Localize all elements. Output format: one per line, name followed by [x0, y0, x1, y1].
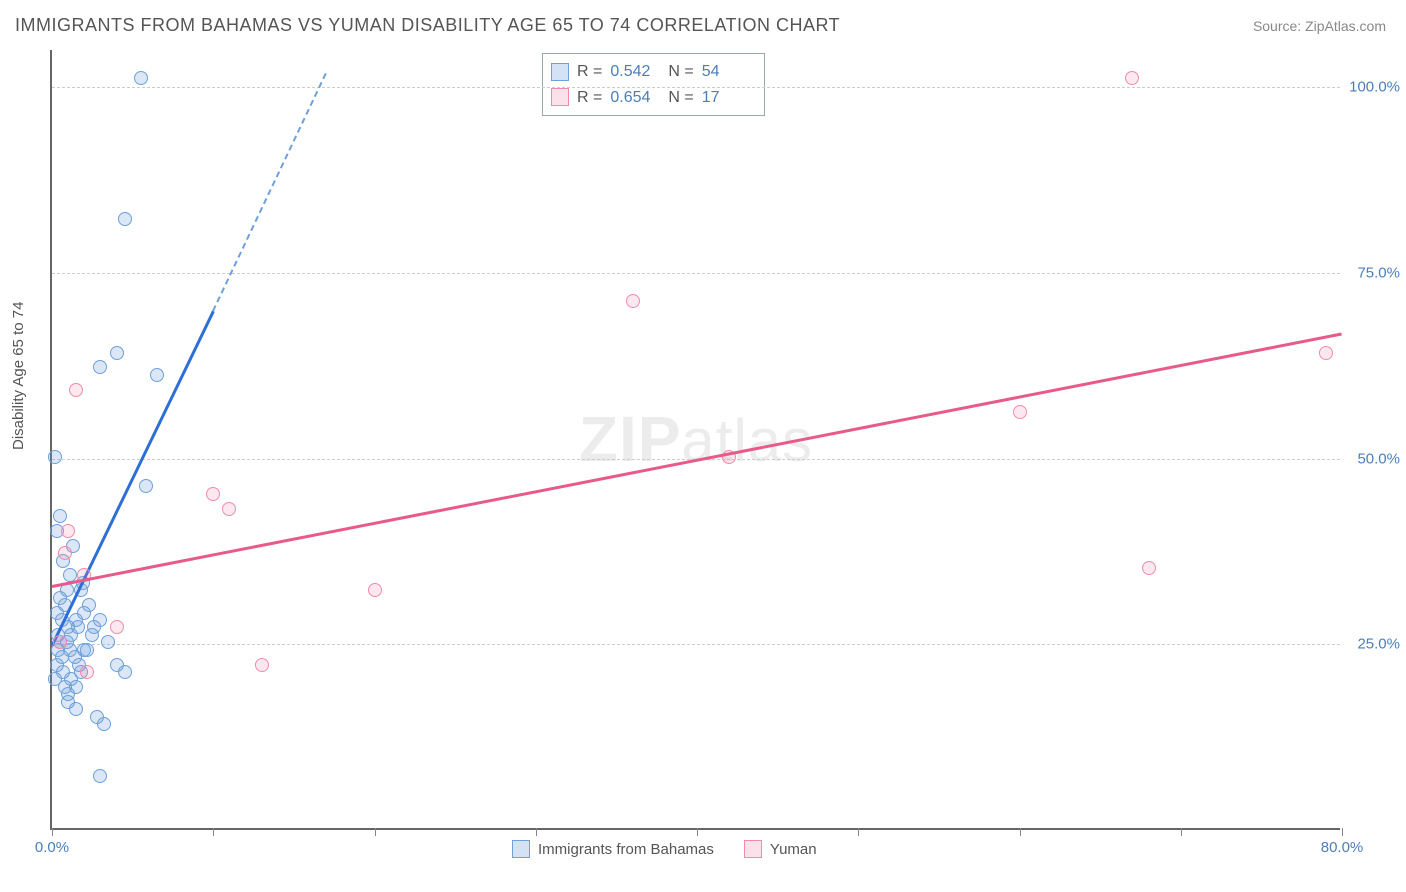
data-point — [101, 635, 115, 649]
data-point — [61, 695, 75, 709]
bottom-legend: Immigrants from Bahamas Yuman — [512, 840, 817, 858]
y-tick-label: 50.0% — [1357, 450, 1400, 467]
x-tick — [1020, 828, 1021, 836]
data-point — [87, 620, 101, 634]
trendline — [52, 332, 1342, 587]
y-tick-label: 25.0% — [1357, 636, 1400, 653]
y-tick-label: 75.0% — [1357, 264, 1400, 281]
x-tick — [375, 828, 376, 836]
legend-item-yuman: Yuman — [744, 840, 817, 858]
x-tick — [1181, 828, 1182, 836]
swatch-blue-icon — [512, 840, 530, 858]
data-point — [93, 769, 107, 783]
data-point — [255, 658, 269, 672]
gridline — [52, 273, 1340, 274]
gridline — [52, 644, 1340, 645]
legend-item-bahamas: Immigrants from Bahamas — [512, 840, 714, 858]
data-point — [118, 665, 132, 679]
data-point — [206, 487, 220, 501]
data-point — [56, 665, 70, 679]
data-point — [134, 71, 148, 85]
chart-title: IMMIGRANTS FROM BAHAMAS VS YUMAN DISABIL… — [15, 15, 840, 36]
data-point — [58, 546, 72, 560]
gridline — [52, 87, 1340, 88]
data-point — [222, 502, 236, 516]
swatch-blue-icon — [551, 63, 569, 81]
data-point — [77, 643, 91, 657]
data-point — [61, 524, 75, 538]
x-tick-label: 80.0% — [1321, 839, 1364, 856]
data-point — [93, 360, 107, 374]
x-tick — [1342, 828, 1343, 836]
data-point — [118, 212, 132, 226]
plot-area: ZIPatlas R = 0.542 N = 54 R = 0.654 N = … — [50, 50, 1340, 830]
data-point — [48, 450, 62, 464]
y-axis-label: Disability Age 65 to 74 — [10, 302, 27, 450]
data-point — [139, 479, 153, 493]
trendline — [51, 311, 214, 646]
x-tick — [858, 828, 859, 836]
data-point — [82, 598, 96, 612]
data-point — [97, 717, 111, 731]
data-point — [53, 591, 67, 605]
data-point — [50, 606, 64, 620]
x-tick — [697, 828, 698, 836]
chart-container: IMMIGRANTS FROM BAHAMAS VS YUMAN DISABIL… — [0, 0, 1406, 892]
x-tick — [536, 828, 537, 836]
swatch-pink-icon — [551, 88, 569, 106]
stats-row-1: R = 0.542 N = 54 — [551, 59, 752, 85]
data-point — [69, 383, 83, 397]
data-point — [1013, 405, 1027, 419]
watermark: ZIPatlas — [579, 402, 813, 476]
stats-legend-box: R = 0.542 N = 54 R = 0.654 N = 17 — [542, 53, 765, 116]
trendline — [212, 73, 327, 312]
source-attribution: Source: ZipAtlas.com — [1253, 18, 1386, 34]
data-point — [150, 368, 164, 382]
data-point — [1319, 346, 1333, 360]
data-point — [1125, 71, 1139, 85]
data-point — [110, 346, 124, 360]
data-point — [626, 294, 640, 308]
data-point — [53, 635, 67, 649]
swatch-pink-icon — [744, 840, 762, 858]
data-point — [71, 620, 85, 634]
data-point — [368, 583, 382, 597]
data-point — [69, 680, 83, 694]
data-point — [53, 509, 67, 523]
x-tick — [52, 828, 53, 836]
y-tick-label: 100.0% — [1349, 79, 1400, 96]
x-tick — [213, 828, 214, 836]
stats-row-2: R = 0.654 N = 17 — [551, 85, 752, 111]
data-point — [80, 665, 94, 679]
x-tick-label: 0.0% — [35, 839, 69, 856]
data-point — [1142, 561, 1156, 575]
data-point — [110, 620, 124, 634]
